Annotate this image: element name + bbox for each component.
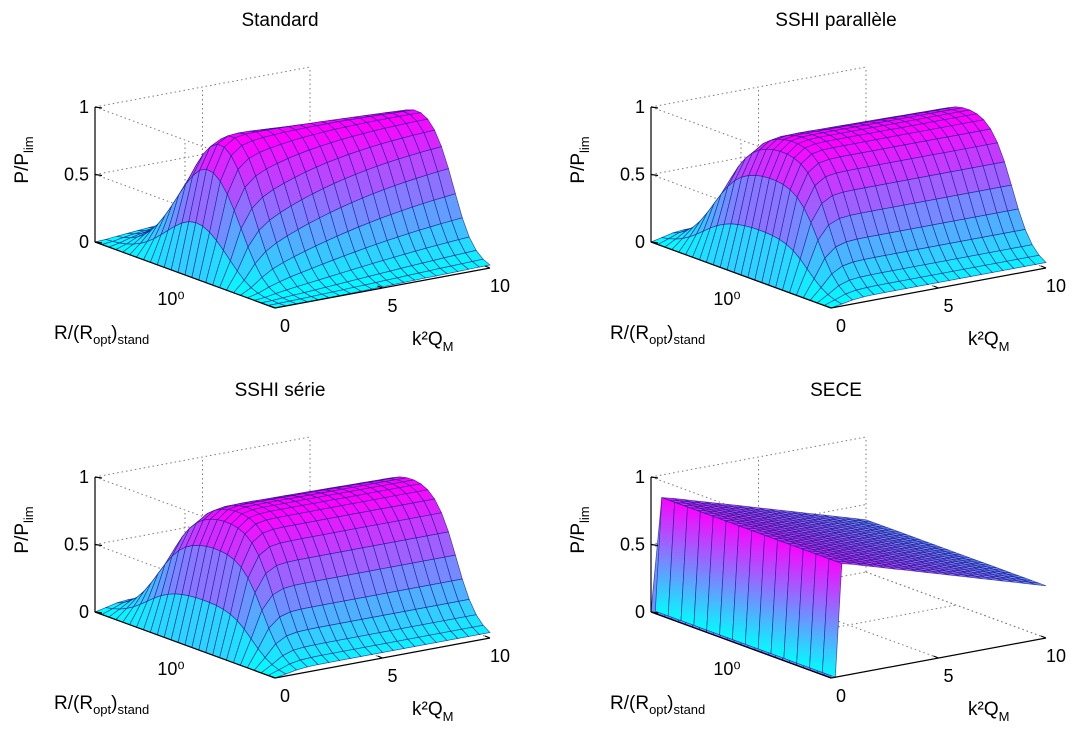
x-tick-mark — [1040, 265, 1047, 269]
x-tick-mark — [484, 265, 491, 269]
z-tick-label: 1 — [635, 467, 645, 487]
z-tick-mark — [94, 543, 103, 547]
x-tick-label: 0 — [836, 316, 846, 336]
x-tick-label: 5 — [387, 296, 397, 316]
y-tick-label: 10⁰ — [713, 289, 740, 309]
z-tick-label: 0.5 — [620, 535, 645, 555]
x-tick-label: 5 — [387, 666, 397, 686]
z-tick-label: 0 — [79, 602, 89, 622]
y-axis-label: R/(Ropt)stand — [54, 323, 149, 347]
y-axis-line — [94, 241, 276, 309]
z-axis-label: P/Plim — [12, 136, 36, 183]
surface-cell — [822, 558, 843, 678]
z-tick-label: 0.5 — [64, 165, 89, 185]
x-tick-label: 10 — [1046, 646, 1066, 666]
z-tick-mark — [650, 611, 659, 614]
z-tick-mark — [650, 241, 659, 244]
y-axis-line — [650, 241, 832, 309]
x-tick-mark — [377, 655, 383, 659]
y-axis-line — [94, 611, 276, 679]
z-tick-label: 0 — [635, 232, 645, 252]
z-tick-mark — [650, 173, 659, 177]
z-tick-mark — [94, 173, 103, 177]
chart-title: SSHI série — [235, 380, 326, 401]
surface-front-wall — [654, 497, 843, 678]
z-axis-label: P/Plim — [12, 506, 36, 553]
x-tick-label: 10 — [1046, 276, 1066, 296]
x-tick-mark — [377, 285, 383, 289]
x-tick-mark — [825, 305, 832, 309]
y-tick-label: 10⁰ — [157, 659, 184, 679]
z-tick-mark — [94, 476, 103, 479]
z-tick-label: 1 — [79, 467, 89, 487]
z-tick-label: 0.5 — [620, 165, 645, 185]
y-axis-label: R/(Ropt)stand — [610, 693, 705, 717]
y-axis-label: R/(Ropt)stand — [54, 693, 149, 717]
chart-title: SECE — [810, 380, 862, 401]
x-tick-label: 5 — [943, 666, 953, 686]
axes — [94, 476, 491, 679]
chart-title: Standard — [241, 10, 318, 31]
x-tick-mark — [1040, 635, 1047, 639]
x-tick-label: 5 — [943, 296, 953, 316]
x-tick-label: 0 — [280, 686, 290, 706]
z-axis-label: P/Plim — [568, 136, 592, 183]
x-tick-label: 0 — [836, 686, 846, 706]
x-tick-mark — [933, 285, 939, 289]
z-tick-mark — [650, 106, 659, 109]
axes — [650, 476, 1047, 679]
z-tick-mark — [650, 543, 659, 547]
x-axis-label: k²QM — [968, 329, 1009, 354]
y-tick-label: 10⁰ — [157, 289, 184, 309]
z-tick-label: 0.5 — [64, 535, 89, 555]
z-tick-label: 1 — [79, 97, 89, 117]
x-tick-mark — [933, 655, 939, 659]
x-tick-mark — [825, 675, 832, 679]
axes — [94, 106, 491, 309]
surface — [93, 109, 491, 309]
z-tick-label: 0 — [79, 232, 89, 252]
x-axis-label: k²QM — [968, 699, 1009, 724]
x-tick-mark — [269, 305, 276, 309]
x-tick-label: 0 — [280, 316, 290, 336]
x-tick-label: 10 — [490, 276, 510, 296]
x-tick-mark — [484, 635, 491, 639]
y-axis-line — [650, 611, 832, 679]
x-axis-label: k²QM — [412, 329, 453, 354]
y-axis-label: R/(Ropt)stand — [610, 323, 705, 347]
y-tick-label: 10⁰ — [713, 659, 740, 679]
z-tick-label: 1 — [635, 97, 645, 117]
z-tick-mark — [650, 476, 659, 479]
z-tick-mark — [94, 106, 103, 109]
z-tick-label: 0 — [635, 602, 645, 622]
x-tick-label: 10 — [490, 646, 510, 666]
surface — [94, 476, 491, 679]
z-axis-label: P/Plim — [568, 506, 592, 553]
z-tick-mark — [94, 241, 103, 244]
x-axis-label: k²QM — [412, 699, 453, 724]
chart-title: SSHI parallèle — [775, 10, 896, 31]
z-tick-mark — [94, 611, 103, 614]
surface — [650, 106, 1047, 309]
x-tick-mark — [269, 675, 276, 679]
axes — [650, 106, 1047, 309]
